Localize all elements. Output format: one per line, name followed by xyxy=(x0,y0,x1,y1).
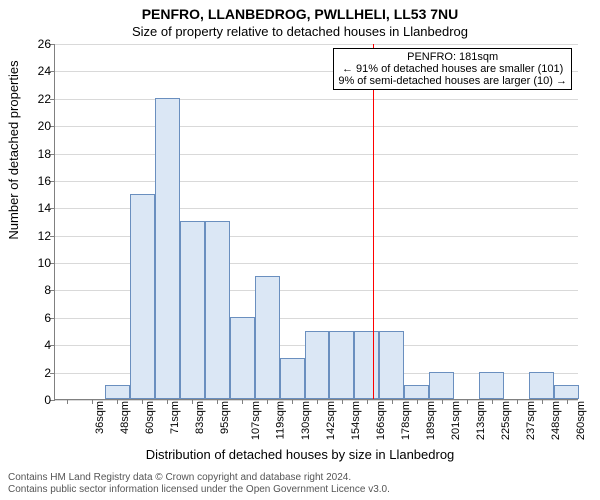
histogram-bar xyxy=(155,98,180,399)
x-tick-label: 201sqm xyxy=(450,401,462,440)
x-tick-mark xyxy=(192,399,193,404)
x-tick-mark xyxy=(542,399,543,404)
x-tick-mark xyxy=(267,399,268,404)
y-tick-label: 20 xyxy=(38,119,55,133)
x-tick-mark xyxy=(442,399,443,404)
y-tick-label: 10 xyxy=(38,256,55,270)
x-tick-label: 213sqm xyxy=(475,401,487,440)
attribution-footer: Contains HM Land Registry data © Crown c… xyxy=(8,472,390,496)
annotation-line: ← 91% of detached houses are smaller (10… xyxy=(338,63,567,75)
x-tick-label: 95sqm xyxy=(219,401,231,434)
x-tick-label: 225sqm xyxy=(500,401,512,440)
x-tick-label: 178sqm xyxy=(400,401,412,440)
x-axis-label: Distribution of detached houses by size … xyxy=(0,447,600,462)
x-tick-mark xyxy=(317,399,318,404)
x-tick-label: 130sqm xyxy=(300,401,312,440)
y-tick-label: 0 xyxy=(44,393,55,407)
histogram-bar xyxy=(554,385,579,399)
y-tick-label: 14 xyxy=(38,201,55,215)
x-tick-mark xyxy=(517,399,518,404)
histogram-bar xyxy=(429,372,454,399)
reference-line xyxy=(373,44,374,399)
y-tick-label: 24 xyxy=(38,64,55,78)
y-tick-label: 12 xyxy=(38,229,55,243)
x-tick-mark xyxy=(417,399,418,404)
y-tick-label: 6 xyxy=(44,311,55,325)
histogram-bar xyxy=(479,372,504,399)
y-tick-label: 8 xyxy=(44,283,55,297)
annotation-line: 9% of semi-detached houses are larger (1… xyxy=(338,75,567,87)
x-tick-mark xyxy=(467,399,468,404)
gridline-h xyxy=(55,181,578,182)
x-tick-label: 166sqm xyxy=(375,401,387,440)
gridline-h xyxy=(55,154,578,155)
x-tick-label: 142sqm xyxy=(325,401,337,440)
x-tick-mark xyxy=(567,399,568,404)
x-tick-mark xyxy=(167,399,168,404)
x-tick-mark xyxy=(217,399,218,404)
x-tick-mark xyxy=(92,399,93,404)
x-tick-mark xyxy=(292,399,293,404)
x-tick-label: 248sqm xyxy=(550,401,562,440)
annotation-line: PENFRO: 181sqm xyxy=(338,51,567,63)
gridline-h xyxy=(55,126,578,127)
y-tick-label: 22 xyxy=(38,92,55,106)
y-tick-label: 2 xyxy=(44,366,55,380)
chart-container: PENFRO, LLANBEDROG, PWLLHELI, LL53 7NU S… xyxy=(0,0,600,500)
x-tick-mark xyxy=(392,399,393,404)
y-tick-label: 16 xyxy=(38,174,55,188)
histogram-bar xyxy=(230,317,255,399)
histogram-bar xyxy=(379,331,404,399)
footer-line: Contains HM Land Registry data © Crown c… xyxy=(8,472,390,484)
annotation-box: PENFRO: 181sqm← 91% of detached houses a… xyxy=(333,48,572,90)
x-tick-label: 48sqm xyxy=(119,401,131,434)
x-tick-mark xyxy=(142,399,143,404)
x-tick-label: 71sqm xyxy=(169,401,181,434)
x-tick-label: 154sqm xyxy=(350,401,362,440)
x-tick-mark xyxy=(342,399,343,404)
histogram-bar xyxy=(255,276,280,399)
footer-line: Contains public sector information licen… xyxy=(8,484,390,496)
x-tick-label: 36sqm xyxy=(95,401,107,434)
y-tick-label: 26 xyxy=(38,37,55,51)
x-tick-mark xyxy=(492,399,493,404)
x-tick-mark xyxy=(117,399,118,404)
histogram-bar xyxy=(130,194,155,399)
chart-title-primary: PENFRO, LLANBEDROG, PWLLHELI, LL53 7NU xyxy=(0,6,600,22)
chart-title-secondary: Size of property relative to detached ho… xyxy=(0,24,600,39)
histogram-bar xyxy=(529,372,554,399)
histogram-bar xyxy=(354,331,379,399)
histogram-bar xyxy=(305,331,330,399)
y-axis-label: Number of detached properties xyxy=(6,0,21,400)
x-tick-label: 260sqm xyxy=(575,401,587,440)
gridline-h xyxy=(55,99,578,100)
x-tick-mark xyxy=(67,399,68,404)
x-tick-label: 107sqm xyxy=(250,401,262,440)
x-tick-label: 83sqm xyxy=(194,401,206,434)
x-tick-mark xyxy=(367,399,368,404)
x-tick-label: 189sqm xyxy=(425,401,437,440)
gridline-h xyxy=(55,44,578,45)
y-tick-label: 18 xyxy=(38,147,55,161)
x-tick-label: 119sqm xyxy=(274,401,286,439)
y-tick-label: 4 xyxy=(44,338,55,352)
x-tick-label: 60sqm xyxy=(144,401,156,434)
plot-area: 0246810121416182022242636sqm48sqm60sqm71… xyxy=(54,44,578,400)
histogram-bar xyxy=(105,385,130,399)
histogram-bar xyxy=(280,358,305,399)
histogram-bar xyxy=(180,221,205,399)
x-tick-label: 237sqm xyxy=(525,401,537,440)
histogram-bar xyxy=(329,331,354,399)
histogram-bar xyxy=(404,385,429,399)
histogram-bar xyxy=(205,221,230,399)
x-tick-mark xyxy=(242,399,243,404)
